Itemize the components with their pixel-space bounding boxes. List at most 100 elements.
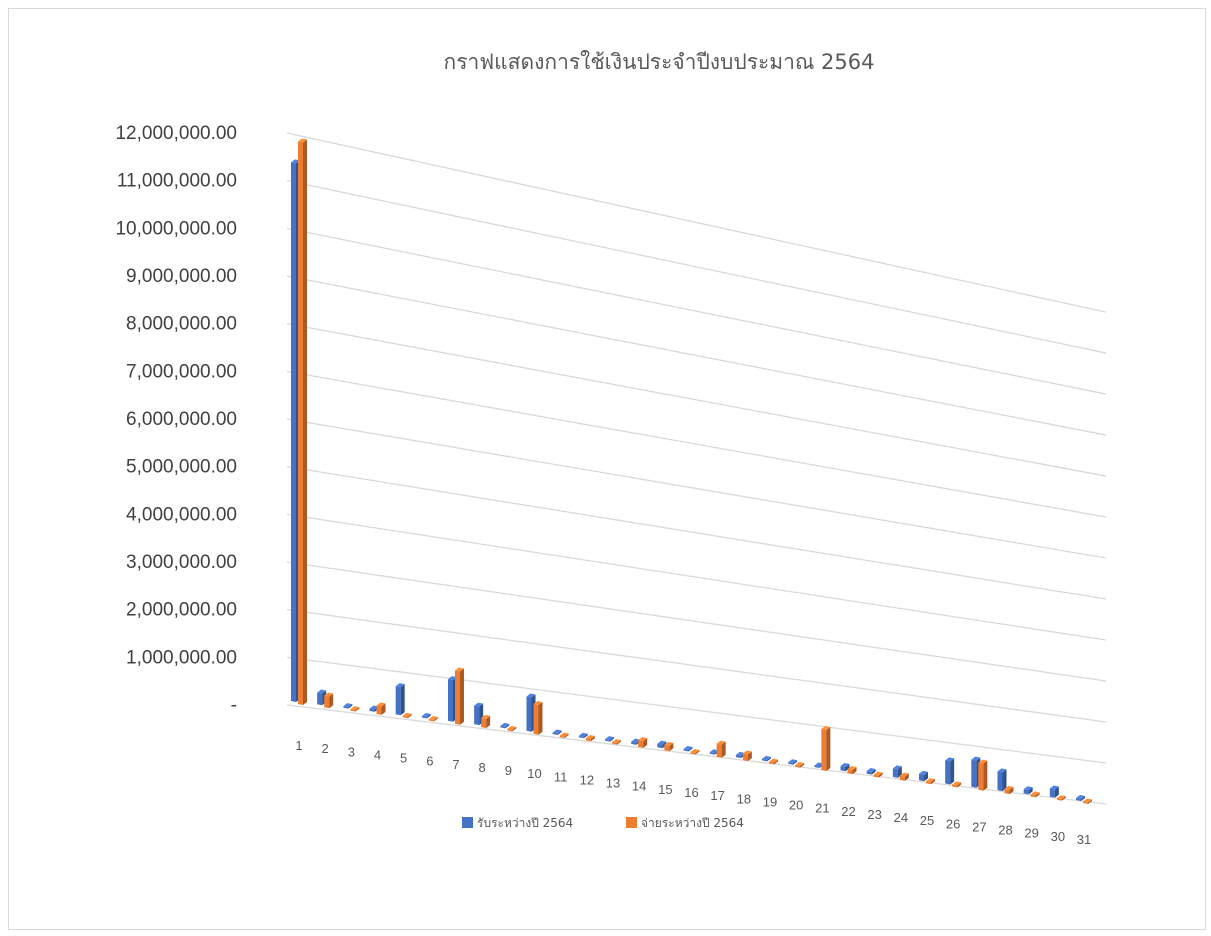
- bar-side: [617, 740, 621, 745]
- bar-side: [1061, 796, 1066, 801]
- y-axis-ticks: - 1,000,000.00 2,000,000.00 3,000,000.00 4,0…: [115, 123, 237, 716]
- bar-side: [486, 715, 491, 729]
- x-tick-label: 29: [1024, 826, 1038, 841]
- bar-side: [348, 704, 353, 709]
- bar-received: [1076, 794, 1085, 801]
- bar-side: [1088, 799, 1092, 804]
- gridline: [286, 180, 1107, 354]
- bar-face: [899, 775, 905, 781]
- bar-side: [643, 738, 648, 748]
- bar-face: [840, 766, 846, 772]
- bar-paid: [1056, 795, 1066, 801]
- bars: [291, 138, 1092, 804]
- bar-top: [997, 768, 1007, 773]
- bar-face: [873, 774, 879, 778]
- bar-face: [1023, 789, 1029, 795]
- gridlines: [286, 132, 1107, 805]
- bar-paid: [926, 778, 935, 785]
- bar-top: [716, 740, 726, 745]
- bar-top: [317, 689, 327, 694]
- bar-paid: [952, 781, 962, 788]
- y-tick-label: 10,000,000.00: [115, 218, 237, 239]
- bar-received: [997, 768, 1007, 792]
- legend-swatch-paid: [626, 817, 637, 828]
- bar-face: [578, 735, 584, 739]
- bar-side: [407, 713, 412, 719]
- bar-side: [1081, 795, 1085, 801]
- bar-side: [1002, 769, 1007, 792]
- y-tick-label: -: [231, 695, 237, 716]
- bar-side: [433, 717, 438, 722]
- x-tick-label: 30: [1051, 829, 1065, 844]
- bar-face: [769, 761, 774, 765]
- bar-top: [873, 771, 883, 776]
- bar-paid: [795, 761, 805, 768]
- bar-top: [455, 667, 464, 672]
- bar-face: [552, 732, 558, 735]
- bar-face: [709, 752, 715, 755]
- bar-top: [945, 757, 955, 762]
- bar-paid: [455, 667, 464, 725]
- bar-top: [762, 755, 771, 760]
- bar-face: [428, 719, 434, 722]
- bar-face: [612, 742, 617, 745]
- bar-side: [669, 742, 674, 752]
- bar-top: [402, 712, 412, 717]
- bar-side: [426, 714, 431, 719]
- bar-face: [978, 762, 984, 791]
- bar-face: [638, 740, 644, 748]
- gridline: [286, 656, 1107, 764]
- y-tick-label: 2,000,000.00: [126, 600, 237, 621]
- x-tick-label: 27: [972, 819, 986, 834]
- bar-top: [350, 706, 360, 711]
- x-tick-label: 1: [295, 738, 302, 753]
- bar-top: [919, 770, 928, 775]
- bar-face: [788, 762, 794, 765]
- bar-top: [795, 761, 805, 766]
- bar-top: [971, 756, 981, 761]
- x-tick-label: 2: [322, 741, 329, 756]
- bar-face: [742, 753, 748, 762]
- bar-face: [291, 162, 296, 702]
- bar-side: [695, 750, 700, 755]
- bar-side: [590, 736, 595, 742]
- bar-face: [369, 708, 375, 712]
- bar-face: [298, 141, 303, 706]
- bar-top: [1023, 786, 1033, 791]
- y-tick-label: 3,000,000.00: [126, 552, 237, 573]
- bar-side: [924, 771, 928, 782]
- bar-face: [1049, 788, 1055, 798]
- bar-paid: [847, 766, 857, 775]
- x-axis-ticks: 1 2 3 4 5 6 7 8 9 10 11 12 13 14 15 16 17 18 19 20 21 22 23 24 2…: [295, 738, 1091, 847]
- bar-received: [762, 755, 771, 762]
- x-tick-label: 28: [998, 823, 1012, 838]
- bar-received: [421, 713, 431, 719]
- bar-face: [821, 728, 827, 771]
- x-tick-label: 10: [527, 766, 541, 781]
- bar-paid: [481, 714, 491, 729]
- bar-top: [769, 758, 778, 763]
- bar-face: [945, 760, 951, 785]
- bar-face: [526, 696, 532, 732]
- bar-top: [899, 772, 909, 777]
- x-tick-label: 11: [554, 769, 568, 784]
- bar-top: [1083, 798, 1092, 803]
- bar-top: [709, 749, 719, 754]
- bar-side: [793, 760, 798, 765]
- x-tick-label: 25: [920, 813, 934, 828]
- bar-received: [866, 768, 876, 775]
- bar-top: [657, 740, 667, 745]
- bar-side: [1054, 786, 1059, 798]
- bar-side: [564, 733, 569, 738]
- bar-side: [878, 772, 883, 778]
- bar-side: [400, 684, 405, 716]
- bar-paid: [298, 138, 307, 706]
- y-tick-label: 7,000,000.00: [126, 361, 237, 382]
- bar-face: [795, 764, 801, 768]
- bar-received: [500, 722, 510, 729]
- bar-side: [845, 764, 850, 772]
- bar-side: [983, 760, 988, 791]
- bar-top: [664, 741, 674, 746]
- x-tick-label: 26: [946, 816, 960, 831]
- bar-side: [852, 767, 857, 775]
